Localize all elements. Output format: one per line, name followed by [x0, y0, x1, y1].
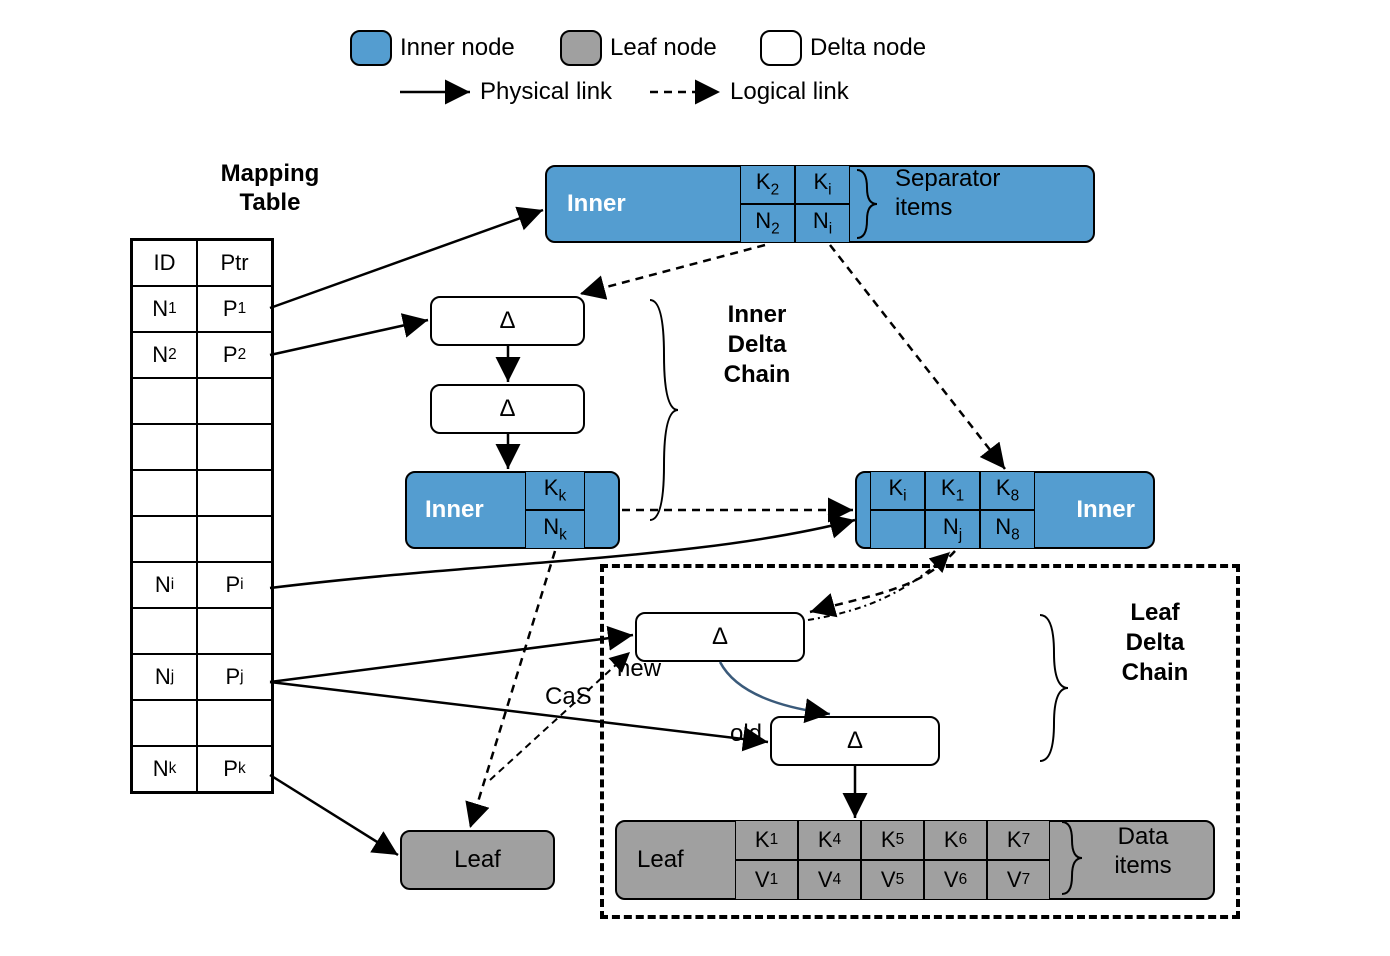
big-leaf-label: Leaf — [637, 846, 684, 874]
diagram-stage: Inner node Leaf node Delta node Physical… — [0, 0, 1390, 956]
separator-items-label: Separatoritems — [895, 165, 1045, 223]
top-inner-cells: K2 N2 Ki Ni — [740, 165, 850, 243]
small-leaf-node: Leaf — [400, 830, 555, 890]
data-items-label: Dataitems — [1083, 823, 1203, 881]
mid-inner-left: Inner — [405, 471, 620, 549]
inner-delta-2: Δ — [430, 384, 585, 434]
inner-delta-chain-label: InnerDeltaChain — [697, 300, 817, 390]
small-leaf-label: Leaf — [454, 846, 501, 874]
table-row — [132, 424, 272, 470]
mid-inner-right-label: Inner — [1076, 496, 1135, 524]
table-row — [132, 700, 272, 746]
mid-inner-left-label: Inner — [425, 496, 484, 524]
mid-inner-left-cells: Kk Nk — [525, 471, 585, 549]
legend-inner-swatch — [350, 30, 392, 66]
legend-delta-swatch — [760, 30, 802, 66]
mapping-table-title: Mapping Table — [195, 160, 345, 218]
old-label: old — [730, 720, 762, 748]
cas-label: CaS — [545, 683, 592, 711]
leaf-delta-chain-label: LeafDeltaChain — [1095, 598, 1215, 688]
legend-delta-label: Delta node — [810, 34, 926, 62]
top-inner-label: Inner — [567, 190, 626, 218]
table-row — [132, 470, 272, 516]
new-label: new — [617, 655, 661, 683]
legend-leaf-label: Leaf node — [610, 34, 717, 62]
table-row — [132, 378, 272, 424]
legend-logical-label: Logical link — [730, 78, 849, 106]
mid-inner-right-cells: Ki K1 Nj K8 N8 — [870, 471, 1035, 549]
mapping-table: ID Ptr N1P1N2P2 NiPi NjPj NkPk — [130, 238, 274, 794]
table-header-id: ID — [132, 240, 197, 286]
table-row — [132, 516, 272, 562]
legend-inner-label: Inner node — [400, 34, 515, 62]
table-row: N2P2 — [132, 332, 272, 378]
table-header-ptr: Ptr — [197, 240, 272, 286]
inner-delta-1: Δ — [430, 296, 585, 346]
table-row — [132, 608, 272, 654]
table-row: NiPi — [132, 562, 272, 608]
big-leaf-cells: K1V1K4V4K5V5K6V6K7V7 — [735, 820, 1050, 900]
legend-leaf-swatch — [560, 30, 602, 66]
leaf-delta-2: Δ — [770, 716, 940, 766]
table-row: NjPj — [132, 654, 272, 700]
legend-physical-label: Physical link — [480, 78, 612, 106]
table-row: NkPk — [132, 746, 272, 792]
table-row: N1P1 — [132, 286, 272, 332]
